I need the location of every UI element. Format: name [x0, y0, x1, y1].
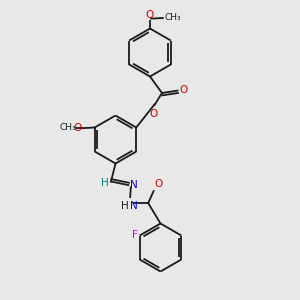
Text: CH₃: CH₃ — [59, 123, 76, 132]
Text: O: O — [154, 179, 162, 189]
Text: N: N — [130, 179, 137, 190]
Text: H: H — [121, 201, 128, 211]
Text: O: O — [73, 123, 82, 133]
Text: H: H — [101, 178, 109, 188]
Text: N: N — [130, 201, 138, 211]
Text: O: O — [179, 85, 188, 95]
Text: F: F — [132, 230, 138, 240]
Text: CH₃: CH₃ — [164, 13, 181, 22]
Text: O: O — [146, 10, 154, 20]
Text: O: O — [149, 109, 158, 118]
